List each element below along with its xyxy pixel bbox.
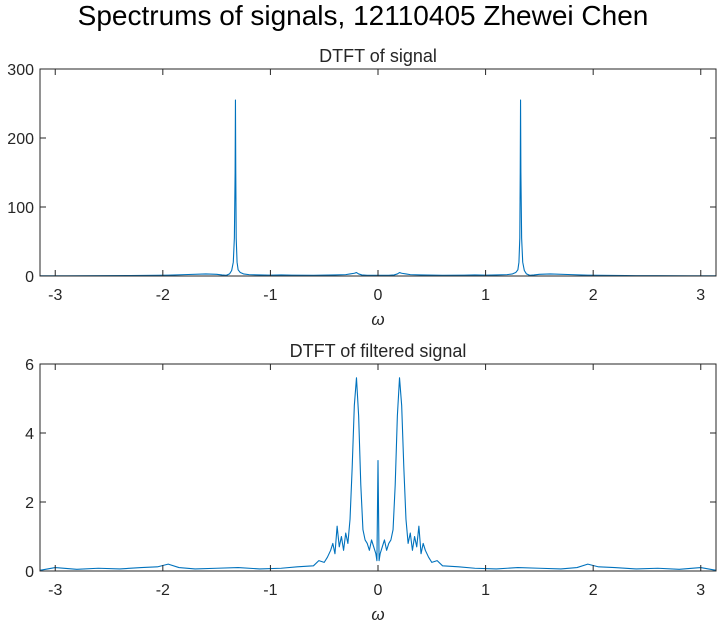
subplot-bottom: DTFT of filtered signal -3 -2 -1 0 1 2 3 0 2 4 6 ω: [25, 341, 717, 621]
y-tick-label: 0: [25, 564, 34, 581]
x-tick-label: -3: [48, 582, 62, 599]
x-tick-label: 0: [374, 582, 383, 599]
x-axis-label: ω: [371, 310, 384, 329]
x-tick-label: 2: [589, 582, 598, 599]
x-tick-label: -2: [156, 582, 170, 599]
x-tick-label: 1: [481, 287, 490, 304]
x-tick-label: 3: [696, 287, 705, 304]
y-tick-label: 200: [7, 131, 34, 148]
axes-frame: [39, 68, 717, 277]
subplot-top: DTFT of signal -3 -2 -1 0 1 2 3 0 100 200 300 ω: [7, 46, 717, 329]
x-tick-label: -1: [263, 287, 277, 304]
x-tick-label: 2: [589, 287, 598, 304]
figure-title: Spectrums of signals, 12110405 Zhewei Ch…: [78, 0, 649, 31]
y-tick-label: 100: [7, 200, 34, 217]
x-tick-label: -1: [263, 582, 277, 599]
y-tick-label: 2: [25, 495, 34, 512]
subplot-title: DTFT of signal: [319, 46, 437, 66]
series-line: [39, 377, 717, 571]
y-tick-label: 0: [25, 269, 34, 286]
x-tick-label: 1: [481, 582, 490, 599]
x-tick-label: -2: [156, 287, 170, 304]
subplot-title: DTFT of filtered signal: [290, 341, 467, 361]
y-tick-label: 300: [7, 62, 34, 79]
y-tick-label: 6: [25, 357, 34, 374]
x-axis-label: ω: [371, 605, 384, 621]
x-tick-label: -3: [48, 287, 62, 304]
y-tick-label: 4: [25, 426, 34, 443]
x-tick-label: 0: [374, 287, 383, 304]
x-tick-label: 3: [696, 582, 705, 599]
series-line: [39, 99, 717, 277]
